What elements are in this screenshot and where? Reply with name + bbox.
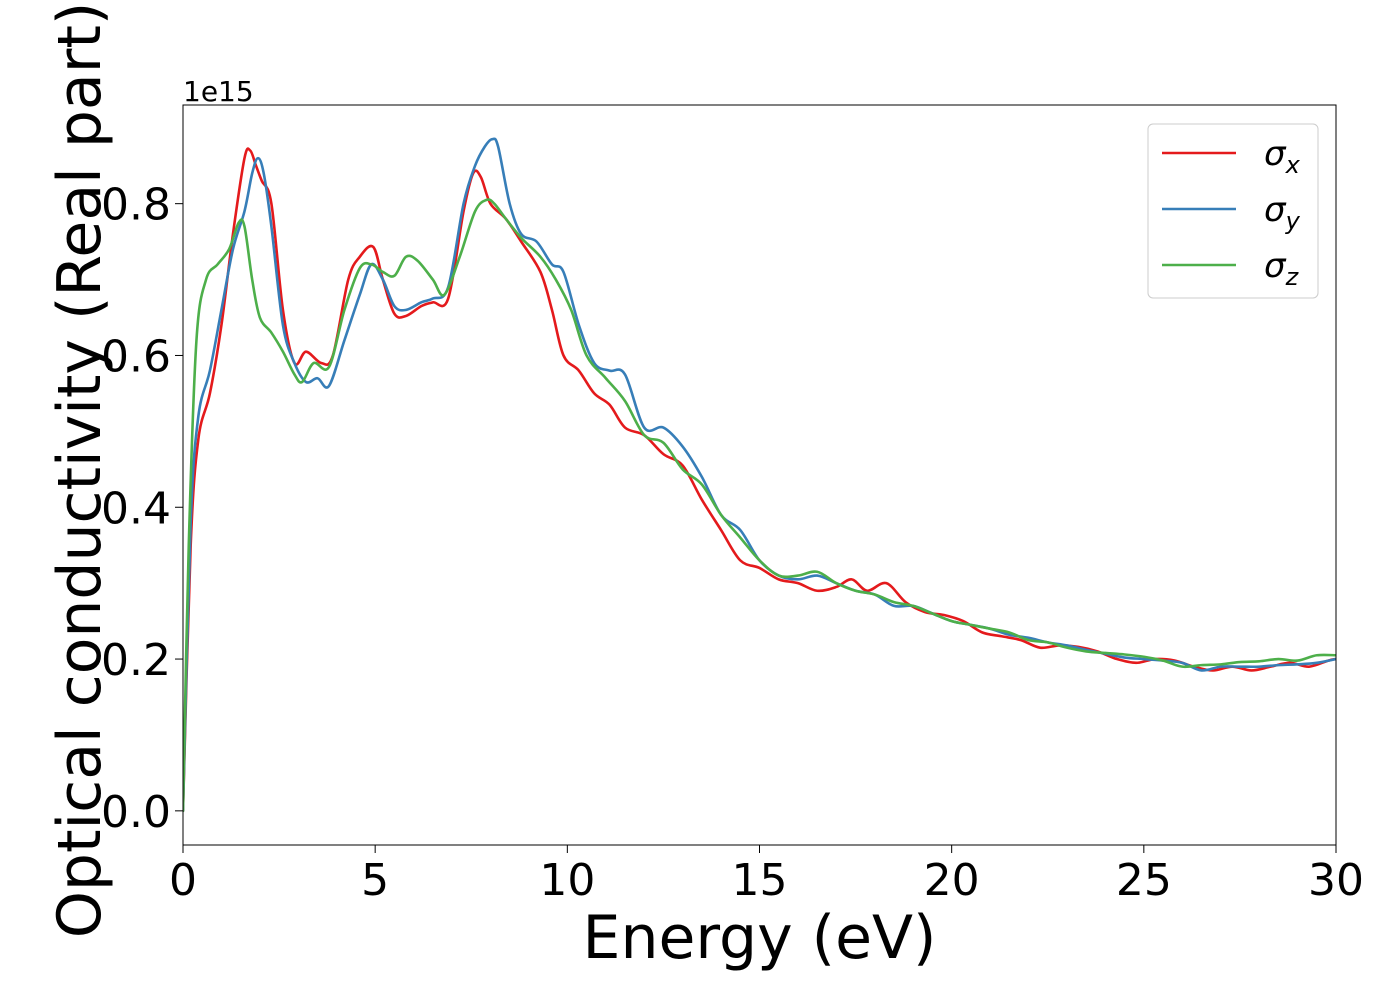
y-tick-label: 0.2 [101, 635, 171, 686]
x-tick-label: 10 [539, 855, 595, 906]
legend-label-sigma-x: σx [1264, 134, 1301, 179]
x-tick-label: 30 [1308, 855, 1364, 906]
y-tick-label: 0.4 [101, 483, 171, 534]
x-axis-title: Energy (eV) [583, 903, 937, 973]
x-tick-label: 15 [732, 855, 788, 906]
axis-ticks: 0 5 10 15 20 25 30 0.0 0.2 0.4 0.6 0.8 [101, 180, 1364, 906]
series-line-sigma-z [183, 198, 1336, 813]
series-lines [183, 137, 1336, 813]
legend: σx σy σz [1147, 123, 1319, 299]
x-tick-label: 20 [924, 855, 980, 906]
x-tick-label: 25 [1116, 855, 1172, 906]
y-offset-label: 1e15 [183, 75, 254, 108]
y-axis-title: Optical conductivity (Real part) [45, 2, 115, 939]
y-tick-label: 0.0 [101, 787, 171, 838]
x-tick-label: 0 [169, 855, 197, 906]
y-tick-label: 0.6 [101, 331, 171, 382]
legend-label-sigma-y: σy [1264, 190, 1301, 235]
y-tick-label: 0.8 [101, 180, 171, 231]
x-tick-label: 5 [361, 855, 389, 906]
legend-box [1147, 123, 1319, 299]
legend-label-sigma-z: σz [1264, 246, 1300, 291]
